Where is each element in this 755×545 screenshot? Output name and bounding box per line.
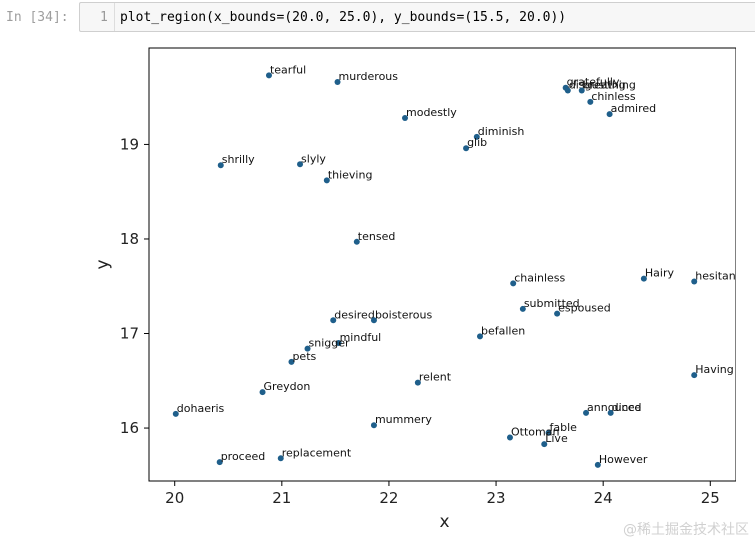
point-label: Hairy [645, 267, 675, 280]
point-label: boisterous [375, 308, 433, 321]
point-label: chainless [514, 271, 565, 284]
data-point [587, 98, 594, 105]
x-tick-label: 21 [272, 489, 291, 507]
point-label: proceed [221, 450, 266, 463]
data-point [463, 145, 470, 152]
data-point [578, 87, 585, 94]
line-number: 1 [100, 10, 108, 25]
point-label: modestly [406, 106, 457, 119]
data-point [323, 177, 330, 184]
data-point [353, 238, 360, 245]
data-point [510, 280, 517, 287]
point-label: gratefully [567, 76, 620, 89]
data-point [640, 275, 647, 282]
data-point [172, 410, 179, 417]
data-point [335, 339, 342, 346]
point-label: hesitantly [695, 270, 736, 283]
point-label: submitted [524, 297, 580, 310]
point-label: mummery [375, 413, 432, 426]
point-label: thieving [328, 168, 373, 181]
y-tick-label: 16 [120, 419, 139, 437]
y-tick-label: 19 [120, 135, 139, 153]
point-label: admired [611, 102, 657, 115]
cell-prompt: In [34]: [6, 10, 69, 25]
point-label: Having [695, 363, 734, 376]
point-label: glib [467, 136, 487, 149]
data-point [216, 459, 223, 466]
point-label: snigger [309, 337, 350, 350]
point-label: dohaeris [177, 402, 225, 415]
code-cell: In [34]: 1 plot_region(x_bounds=(20.0, 2… [0, 0, 755, 36]
point-label: Greydon [264, 380, 311, 393]
point-label: diminish [478, 125, 525, 138]
watermark: @稀土掘金技术社区 [623, 522, 749, 538]
code-function-name: plot_region [120, 10, 207, 25]
data-point [402, 114, 409, 121]
x-tick-label: 25 [701, 489, 720, 507]
data-point [691, 372, 698, 379]
point-label: breathing [583, 79, 636, 92]
point-label: relent [419, 371, 452, 384]
data-point [330, 317, 337, 324]
data-point [304, 345, 311, 352]
data-point [370, 317, 377, 324]
y-tick-label: 17 [120, 325, 139, 343]
point-label: However [599, 453, 648, 466]
point-label: shrilly [222, 153, 255, 166]
point-label: replacement [282, 446, 352, 459]
point-label: slyly [301, 152, 326, 165]
data-point [594, 461, 601, 468]
point-label: befallen [481, 324, 525, 337]
x-tick-label: 22 [379, 489, 398, 507]
data-point [519, 305, 526, 312]
point-label: tearful [270, 63, 306, 76]
data-point [545, 429, 552, 436]
data-point [217, 162, 224, 169]
y-tick-label: 18 [120, 230, 139, 248]
point-label: announce [587, 401, 641, 414]
point-label: tensed [358, 230, 396, 243]
point-label: espoused [558, 302, 611, 315]
x-tick-label: 20 [165, 489, 184, 507]
data-point [607, 409, 614, 416]
x-tick-label: 23 [487, 489, 506, 507]
data-point [297, 161, 304, 168]
data-point [288, 358, 295, 365]
data-point [606, 111, 613, 118]
data-point [370, 422, 377, 429]
point-label: mindful [340, 331, 382, 344]
code-line[interactable]: plot_region(x_bounds=(20.0, 25.0), y_bou… [120, 10, 566, 25]
data-point [476, 333, 483, 340]
data-point [583, 409, 590, 416]
data-point [506, 434, 513, 441]
code-arguments: (x_bounds=(20.0, 25.0), y_bounds=(15.5, … [206, 10, 567, 25]
data-point [414, 379, 421, 386]
point-label: murderous [339, 70, 399, 83]
point-label: Live [545, 432, 568, 445]
data-point [691, 278, 698, 285]
x-tick-label: 24 [594, 489, 613, 507]
data-point [554, 310, 561, 317]
editor-gutter [114, 3, 115, 31]
y-axis-label: y [96, 259, 113, 269]
code-editor[interactable]: 1 plot_region(x_bounds=(20.0, 25.0), y_b… [79, 2, 755, 32]
point-label: chinless [591, 90, 636, 103]
point-label: pets [292, 350, 316, 363]
scatter-plot: 20 21 22 23 24 25 16 17 18 19 x y tearful murderous gr… [93, 47, 750, 532]
data-point [277, 455, 284, 462]
data-point [259, 389, 266, 396]
cell-output: 20 21 22 23 24 25 16 17 18 19 x y tearful murderous gr… [93, 40, 750, 544]
data-point [564, 87, 571, 94]
x-axis-label: x [439, 512, 449, 532]
point-label: diced [612, 401, 642, 414]
point-label: Ottoman [511, 426, 559, 439]
point-label: desired [334, 308, 375, 321]
data-point [541, 441, 548, 448]
data-point [334, 79, 341, 86]
data-point [473, 133, 480, 140]
data-point [265, 72, 272, 79]
point-label: fable [550, 421, 578, 434]
